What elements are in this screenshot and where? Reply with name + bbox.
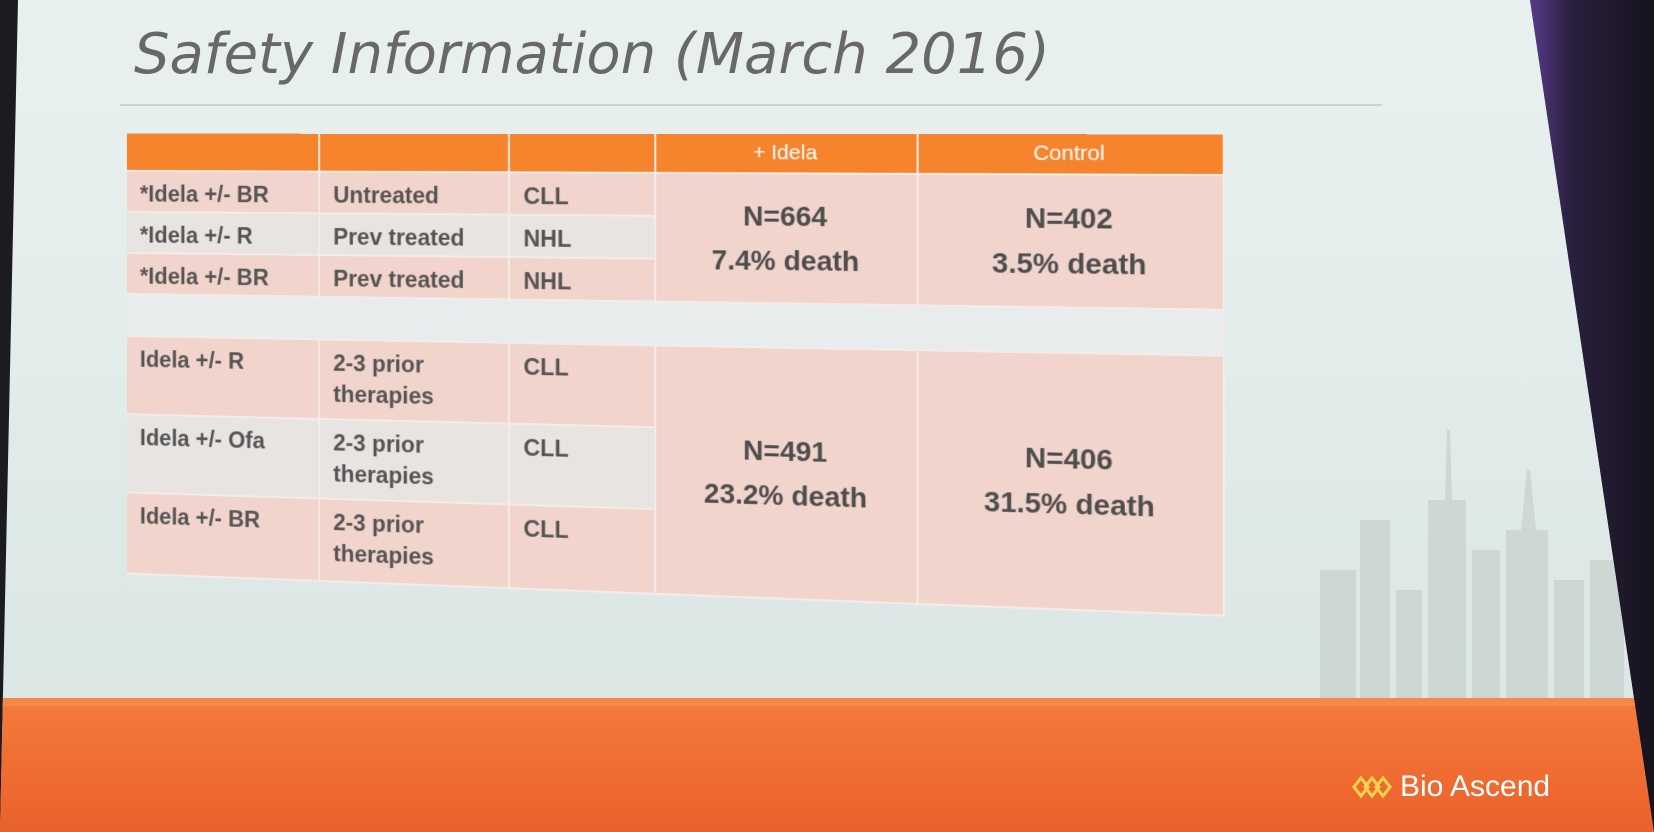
- footer-accent-line: [0, 698, 1654, 706]
- g1-row1-regimen: *Idela +/- BR: [127, 172, 320, 214]
- footer-band: [0, 706, 1654, 832]
- g2-idela-n: N=491: [743, 428, 827, 475]
- g2-row3-therapies: 2-3 prior therapies: [320, 499, 510, 589]
- header-cell-3: [510, 134, 656, 174]
- slide-title: Safety Information (March 2016): [134, 22, 1050, 87]
- g2-row2-disease: CLL: [510, 425, 656, 510]
- g1-row2-disease: NHL: [510, 216, 656, 260]
- g1-row1-status: Untreated: [320, 173, 510, 216]
- g1-idela-n: N=664: [743, 194, 827, 239]
- bio-ascend-logo: Bio Ascend: [1350, 770, 1550, 804]
- g2-row1-disease: CLL: [510, 344, 656, 428]
- header-control: Control: [919, 134, 1225, 176]
- safety-table: + Idela Control *Idela +/- BR Untreated …: [127, 134, 1301, 660]
- logo-text: Bio Ascend: [1400, 770, 1550, 804]
- g2-row1-therapies: 2-3 prior therapies: [320, 340, 510, 424]
- title-divider: [120, 104, 1382, 106]
- g2-control-result: N=406 31.5% death: [919, 351, 1225, 617]
- g1-row3-status: Prev treated: [320, 256, 510, 300]
- g2-idela-result: N=491 23.2% death: [656, 346, 918, 604]
- g2-row2-regimen: Idela +/- Ofa: [127, 415, 320, 499]
- header-cell-2: [320, 134, 510, 174]
- g1-row2-regimen: *Idela +/- R: [127, 213, 320, 256]
- g1-row1-disease: CLL: [510, 173, 656, 216]
- g2-idela-death: 23.2% death: [704, 471, 867, 520]
- g1-row2-status: Prev treated: [320, 214, 510, 258]
- g2-row1-regimen: Idela +/- R: [127, 337, 320, 420]
- g2-control-n: N=406: [1025, 435, 1113, 483]
- g1-control-death: 3.5% death: [992, 240, 1146, 287]
- header-cell-1: [127, 134, 320, 173]
- g1-idela-result: N=664 7.4% death: [656, 174, 918, 306]
- g2-row2-therapies: 2-3 prior therapies: [320, 420, 510, 506]
- header-idela: + Idela: [656, 134, 918, 175]
- g1-row3-disease: NHL: [510, 258, 656, 302]
- g1-idela-death: 7.4% death: [712, 238, 860, 284]
- g1-row3-regimen: *Idela +/- BR: [127, 254, 320, 298]
- bio-ascend-logo-icon: [1350, 772, 1394, 802]
- g1-control-n: N=402: [1025, 195, 1113, 241]
- g1-control-result: N=402 3.5% death: [919, 175, 1225, 311]
- g2-control-death: 31.5% death: [984, 479, 1155, 530]
- g2-row3-disease: CLL: [510, 505, 656, 594]
- g2-row3-regimen: Idela +/- BR: [127, 493, 320, 582]
